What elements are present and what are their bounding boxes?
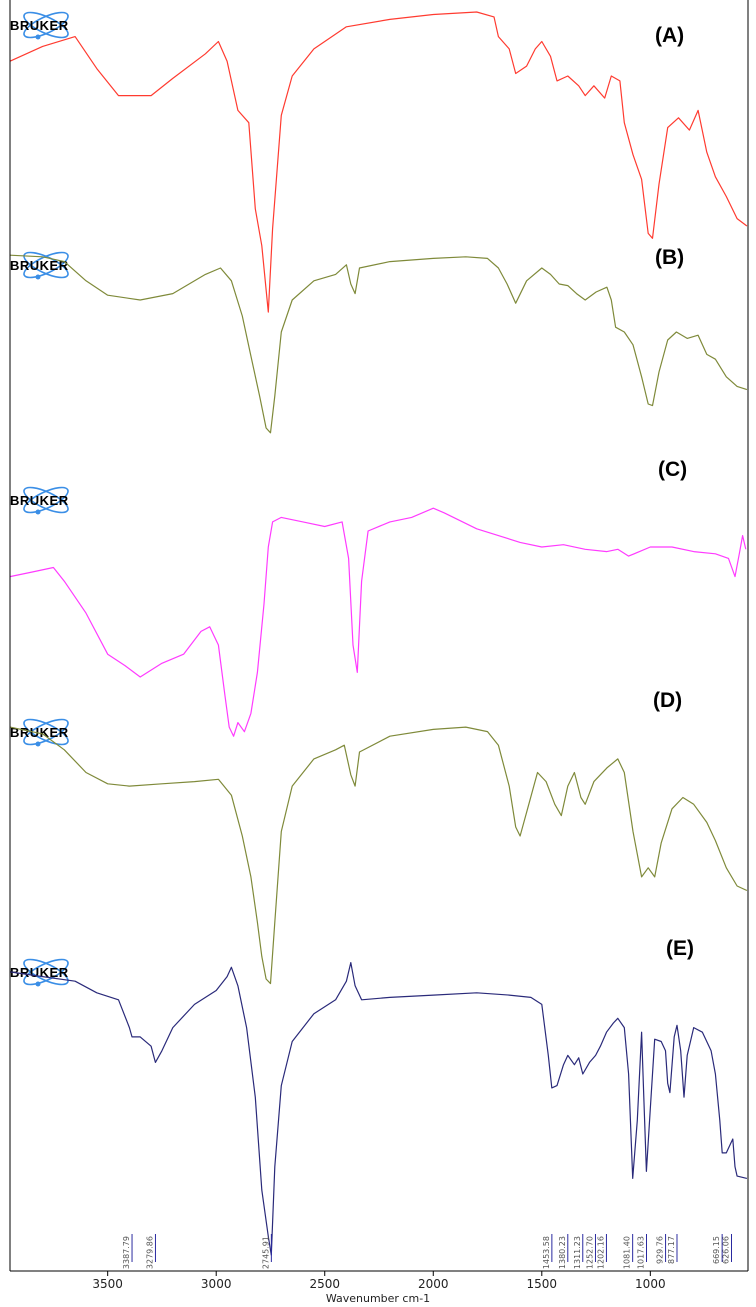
- logo-orbit-2: [23, 958, 69, 986]
- peak-label: 1311.23: [573, 1236, 582, 1269]
- logo-dot: [35, 981, 41, 987]
- x-tick-label: 3000: [201, 1277, 232, 1291]
- peak-marker: 2745.91: [261, 1234, 272, 1269]
- peak-marker: 1252.70: [585, 1234, 596, 1269]
- logo-orbit-1: [23, 958, 69, 986]
- panel-label: (E): [666, 937, 694, 960]
- spectrum-line: [9, 254, 748, 434]
- spectrum-panels: BRUKER (A)BRUKER (B)BRUKER(C)BRUKER(D)BRUK…: [9, 11, 748, 1256]
- spectrum-panel: BRUKER (B): [9, 246, 748, 434]
- x-tick-label: 2500: [309, 1277, 340, 1291]
- peak-marker: 1202.16: [596, 1234, 607, 1269]
- peak-label: 1453.58: [542, 1236, 551, 1269]
- logo-text: BRUKER: [10, 965, 69, 980]
- peak-marker: 929.76: [656, 1234, 667, 1264]
- logo-dot: [35, 741, 41, 747]
- logo-dot: [35, 34, 41, 40]
- bruker-logo: BRUKER: [10, 251, 69, 280]
- logo-orbit-1: [23, 11, 69, 39]
- logo-text: BRUKER: [10, 725, 69, 740]
- peak-label: 3279.86: [145, 1236, 154, 1269]
- peak-label: 2745.91: [261, 1236, 270, 1269]
- peak-label: 3387.79: [122, 1236, 131, 1269]
- bruker-logo: BRUKER: [10, 958, 69, 987]
- peak-label: 1252.70: [585, 1236, 594, 1269]
- peak-marker: 1453.58: [542, 1234, 553, 1269]
- peak-marker: 669.15: [712, 1234, 723, 1264]
- peak-marker: 1017.63: [636, 1234, 647, 1269]
- peak-label: 669.15: [712, 1236, 721, 1264]
- peak-label: 1017.63: [636, 1236, 645, 1269]
- logo-orbit-1: [23, 486, 69, 514]
- panel-label: (A): [655, 24, 684, 47]
- peak-marker: 1081.40: [623, 1234, 634, 1269]
- logo-text: BRUKER: [10, 258, 69, 273]
- peak-marker: 3387.79: [122, 1234, 133, 1269]
- spectrum-line: [9, 962, 748, 1256]
- spectrum-line: [9, 507, 747, 737]
- spectrum-line: [9, 11, 748, 313]
- spectrum-line: [9, 726, 748, 985]
- peak-marker: 1380.23: [558, 1234, 569, 1269]
- x-axis-title: Wavenumber cm-1: [326, 1292, 430, 1305]
- logo-text: BRUKER: [10, 18, 69, 33]
- x-tick-label: 2000: [418, 1277, 449, 1291]
- bruker-logo: BRUKER: [10, 11, 69, 40]
- logo-dot: [35, 274, 41, 280]
- logo-dot: [35, 509, 41, 515]
- bruker-logo: BRUKER: [10, 718, 69, 747]
- peak-marker: 3279.86: [145, 1234, 156, 1269]
- peak-label: 1380.23: [558, 1236, 567, 1269]
- x-tick-label: 1500: [527, 1277, 558, 1291]
- logo-orbit-2: [23, 11, 69, 39]
- spectrum-panel: BRUKER (E): [9, 937, 748, 1256]
- peak-labels: 3387.79 3279.86 2745.91 1453.58 1380.23 1311.…: [122, 1234, 732, 1269]
- panel-label: (C): [658, 458, 687, 481]
- peak-marker: 1311.23: [573, 1234, 584, 1269]
- logo-orbit-1: [23, 718, 69, 746]
- spectrum-panel: BRUKER (C): [9, 458, 747, 737]
- spectrum-panel: BRUKER (D): [9, 689, 748, 985]
- peak-label: 1202.16: [596, 1236, 605, 1269]
- panel-label: (B): [655, 246, 684, 269]
- logo-orbit-2: [23, 251, 69, 279]
- panel-label: (D): [653, 689, 682, 712]
- peak-label: 929.76: [656, 1236, 665, 1264]
- peak-marker: 626.06: [721, 1234, 732, 1264]
- x-tick-label: 3500: [92, 1277, 123, 1291]
- logo-text: BRUKER: [10, 493, 69, 508]
- x-tick-label: 1000: [635, 1277, 666, 1291]
- bruker-logo: BRUKER: [10, 486, 69, 515]
- peak-marker: 877.17: [667, 1234, 678, 1264]
- peak-label: 877.17: [667, 1236, 676, 1264]
- logo-orbit-2: [23, 486, 69, 514]
- spectrum-panel: BRUKER (A): [9, 11, 748, 313]
- x-axis: Wavenumber cm-1 3500 3000 2500 2000 1500 1000: [9, 0, 749, 1305]
- peak-label: 626.06: [721, 1236, 730, 1264]
- peak-label: 1081.40: [623, 1236, 632, 1269]
